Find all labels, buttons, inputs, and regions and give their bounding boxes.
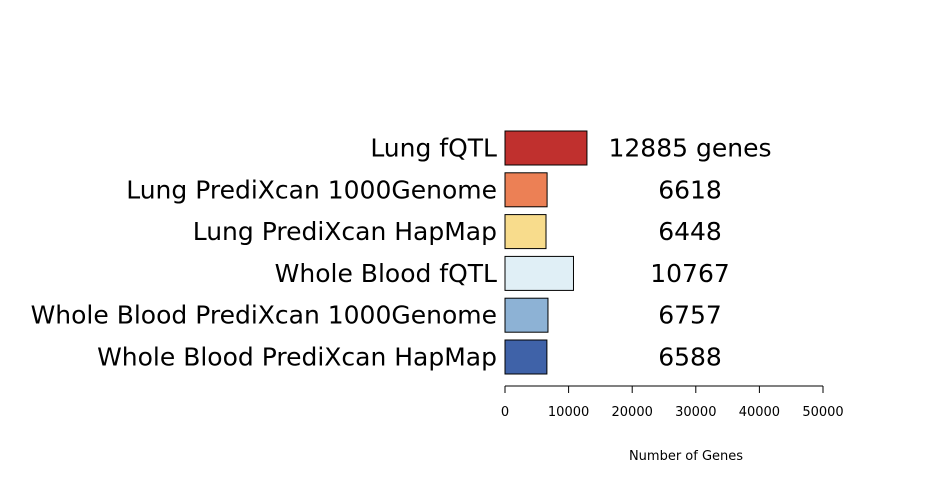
value-label: 12885 genes [609,134,772,163]
x-tick-label: 0 [501,405,509,420]
x-axis-title: Number of Genes [629,449,743,464]
category-labels: Lung fQTL Lung PrediXcan 1000Genome Lung P… [31,134,497,372]
x-tick-label: 30000 [675,405,716,420]
bar-whole-blood-fqtl [504,255,574,291]
bar-lung-fqtl [504,130,588,166]
bar-whole-blood-predixcan-hapmap [504,339,548,375]
x-tick-label: 20000 [612,405,653,420]
bar-lung-predixcan-hapmap [504,214,547,250]
bars-layer [504,130,588,375]
x-tick-label: 50000 [802,405,843,420]
category-label: Lung PrediXcan HapMap [193,217,497,246]
x-axis: 0 10000 20000 30000 40000 50000 [501,385,844,420]
category-label: Lung fQTL [370,134,497,163]
value-label: 10767 [650,259,730,288]
bar-lung-predixcan-1000genome [504,172,548,208]
value-label: 6588 [658,343,722,372]
x-tick-label: 10000 [548,405,589,420]
category-label: Lung PrediXcan 1000Genome [126,175,497,204]
bar-whole-blood-predixcan-1000genome [504,297,549,333]
category-label: Whole Blood fQTL [275,259,497,288]
category-label: Whole Blood PrediXcan HapMap [97,343,497,372]
value-label: 6757 [658,301,722,330]
category-label: Whole Blood PrediXcan 1000Genome [31,301,497,330]
value-labels: 12885 genes 6618 6448 10767 6757 6588 [609,134,772,372]
value-label: 6618 [658,175,722,204]
value-label: 6448 [658,217,722,246]
x-tick-label: 40000 [739,405,780,420]
